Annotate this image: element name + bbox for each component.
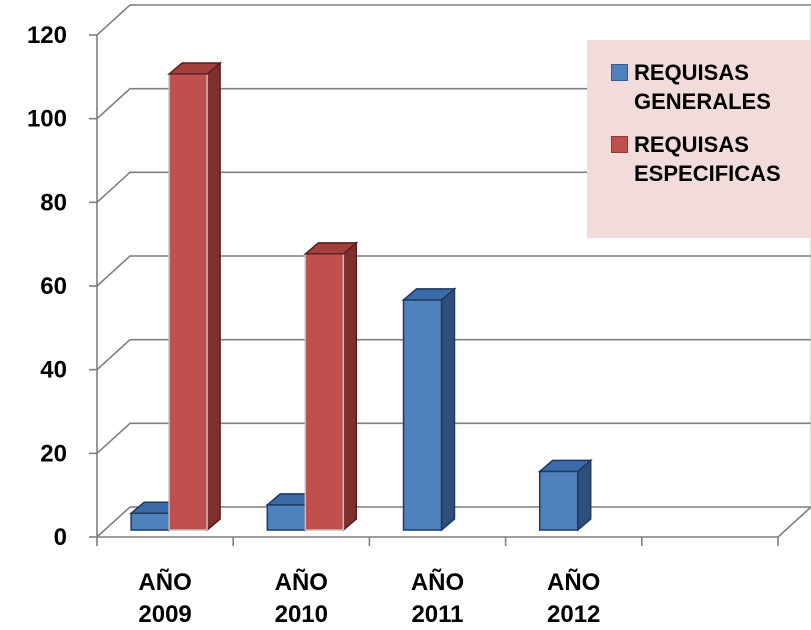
bar <box>401 287 457 532</box>
legend-swatch-especificas <box>611 136 628 153</box>
gridline <box>96 171 811 203</box>
y-tick-label: 40 <box>40 357 67 384</box>
bar-front <box>402 299 443 531</box>
bar-top <box>167 62 223 75</box>
legend-label: GENERALES <box>634 89 771 114</box>
y-tick-label: 0 <box>54 524 67 551</box>
bar-front <box>168 73 208 531</box>
bar-side <box>440 287 456 532</box>
y-tick-label: 80 <box>40 189 67 216</box>
y-tick-label: 60 <box>40 273 67 300</box>
legend-label: REQUISAS <box>634 60 749 85</box>
x-category-label: 2010 <box>275 601 328 628</box>
bar-front <box>304 253 345 531</box>
bar <box>537 458 593 532</box>
legend-item-especificas: REQUISAS ESPECIFICAS <box>611 130 811 188</box>
bar-side <box>206 61 221 532</box>
x-category-label: 2011 <box>411 601 463 628</box>
gridline <box>96 87 811 120</box>
bar-front <box>130 512 170 531</box>
gridlines <box>96 4 811 538</box>
bar <box>167 61 223 532</box>
legend-swatch-generales <box>611 64 628 81</box>
x-category-label: AÑO <box>547 568 600 596</box>
legend-label: ESPECIFICAS <box>634 161 781 186</box>
bar-top <box>401 288 457 301</box>
bar-top <box>303 242 359 255</box>
x-category-label: 2012 <box>547 601 600 628</box>
bar-side <box>576 458 592 532</box>
x-category-label: AÑO <box>411 568 464 596</box>
x-category-label: AÑO <box>138 568 191 596</box>
gridline <box>96 338 811 371</box>
bar <box>303 241 359 532</box>
y-tick-labels: 0 20 40 60 80 100 120 <box>27 22 67 551</box>
bar-front <box>538 470 579 531</box>
y-tick-label: 20 <box>40 440 67 467</box>
bar-side <box>342 241 358 532</box>
floor-right-edge <box>777 506 811 538</box>
y-tick-label: 120 <box>27 22 67 49</box>
x-category-label: 2009 <box>138 601 191 628</box>
y-tick-label: 100 <box>27 106 67 133</box>
gridline <box>96 255 811 287</box>
bar-front <box>266 504 307 531</box>
bars <box>129 61 593 532</box>
legend-label: REQUISAS <box>634 132 749 157</box>
axes <box>89 34 811 546</box>
bar-top <box>537 459 593 473</box>
legend: REQUISAS GENERALES REQUISAS ESPECIFICAS <box>587 40 811 238</box>
x-category-label: AÑO <box>275 568 328 596</box>
legend-item-generales: REQUISAS GENERALES <box>611 58 811 116</box>
gridline <box>96 422 811 454</box>
x-category-labels: AÑO 2009 AÑO 2010 AÑO 2011 AÑO 2012 <box>138 568 600 628</box>
gridline <box>96 4 811 36</box>
